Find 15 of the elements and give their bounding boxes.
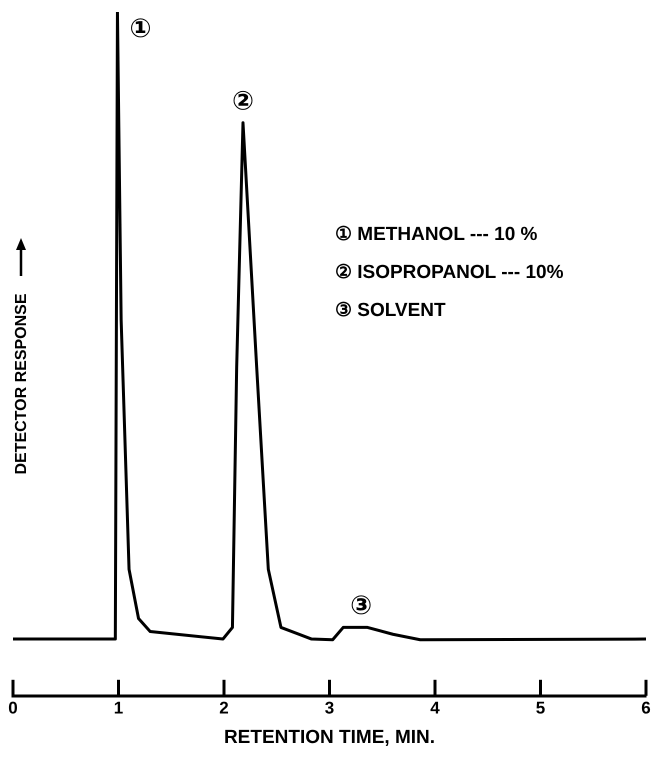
annotation: ③ SOLVENT	[335, 299, 446, 322]
x-tick-label: 1	[114, 698, 124, 718]
x-tick-label: 0	[8, 698, 18, 718]
annotation: ③	[350, 591, 372, 622]
y-axis-title: DETECTOR RESPONSE	[13, 292, 31, 477]
x-tick-label: 6	[641, 698, 651, 718]
annotation: ① METHANOL --- 10 %	[335, 223, 538, 246]
x-tick-label: 2	[219, 698, 229, 718]
x-tick-label: 3	[324, 698, 334, 718]
annotation: ② ISOPROPANOL --- 10%	[335, 261, 564, 284]
x-tick-label: 4	[430, 698, 440, 718]
x-tick-label: 5	[536, 698, 546, 718]
annotation: ①	[129, 14, 152, 44]
x-axis-title: RETENTION TIME, MIN.	[224, 726, 436, 748]
annotation: ②	[232, 86, 254, 117]
